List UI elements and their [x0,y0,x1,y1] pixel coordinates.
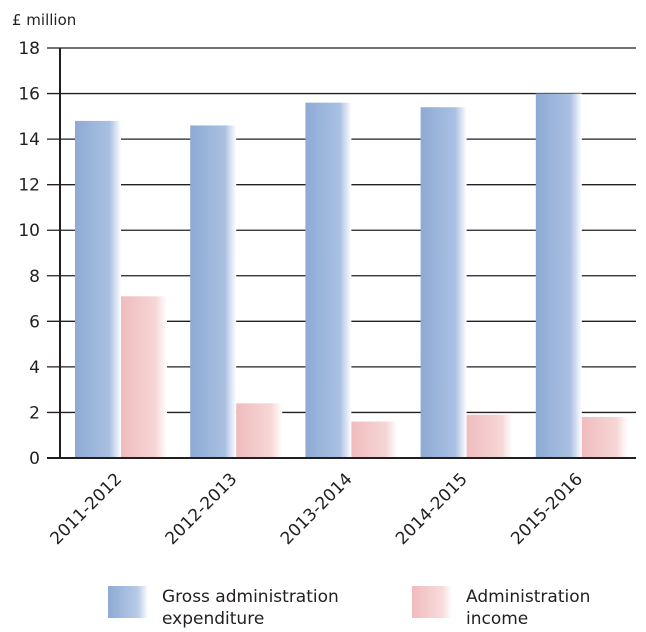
legend-swatch-expenditure [108,586,148,618]
bar-income-2015-2016 [581,417,628,458]
y-tick-label: 10 [18,221,40,241]
legend-item-income: Administration income [412,586,646,630]
legend-label-income-line1: Administration [466,587,591,607]
y-tick-label: 4 [29,358,40,378]
y-tick-label: 6 [29,312,40,332]
y-tick-label: 12 [18,176,40,196]
bar-income-2012-2013 [236,403,283,458]
y-tick-label: 2 [29,403,40,423]
x-tick-label: 2013-2014 [277,469,357,549]
legend-item-expenditure: Gross administration expenditure [108,586,362,630]
x-tick-labels: 2011-2012 2012-2013 2013-2014 2014-2015 2015… [46,469,586,549]
bar-chart: £ million 0 2 4 6 8 10 12 14 16 18 2011-2012 2012-… [12,11,636,549]
y-tick-label: 0 [29,449,40,469]
bars [75,93,628,459]
y-tick-label: 14 [18,130,40,150]
bar-income-2014-2015 [466,414,513,458]
x-tick-label: 2012-2013 [162,469,242,549]
y-tick-label: 8 [29,267,40,287]
legend-label-expenditure-line2: expenditure [162,609,265,629]
y-tick-labels: 0 2 4 6 8 10 12 14 16 18 [18,39,40,469]
x-tick-label: 2014-2015 [392,469,472,549]
bar-expenditure-2013-2014 [305,102,352,459]
y-tick-label: 18 [18,39,40,59]
legend-swatch-income [412,586,452,618]
legend-label-income-line2: income [466,609,529,629]
bar-income-2013-2014 [351,421,398,458]
x-tick-label: 2011-2012 [46,469,126,549]
bar-expenditure-2011-2012 [75,120,121,458]
bar-expenditure-2012-2013 [190,125,237,458]
x-tick-label: 2015-2016 [507,469,587,549]
y-tick-label: 16 [18,85,40,105]
bar-expenditure-2015-2016 [535,93,582,459]
legend-label-expenditure-line1: Gross administration [162,587,339,607]
y-axis-unit-label: £ million [12,11,76,29]
bar-income-2011-2012 [121,296,167,458]
bar-expenditure-2014-2015 [420,107,467,458]
